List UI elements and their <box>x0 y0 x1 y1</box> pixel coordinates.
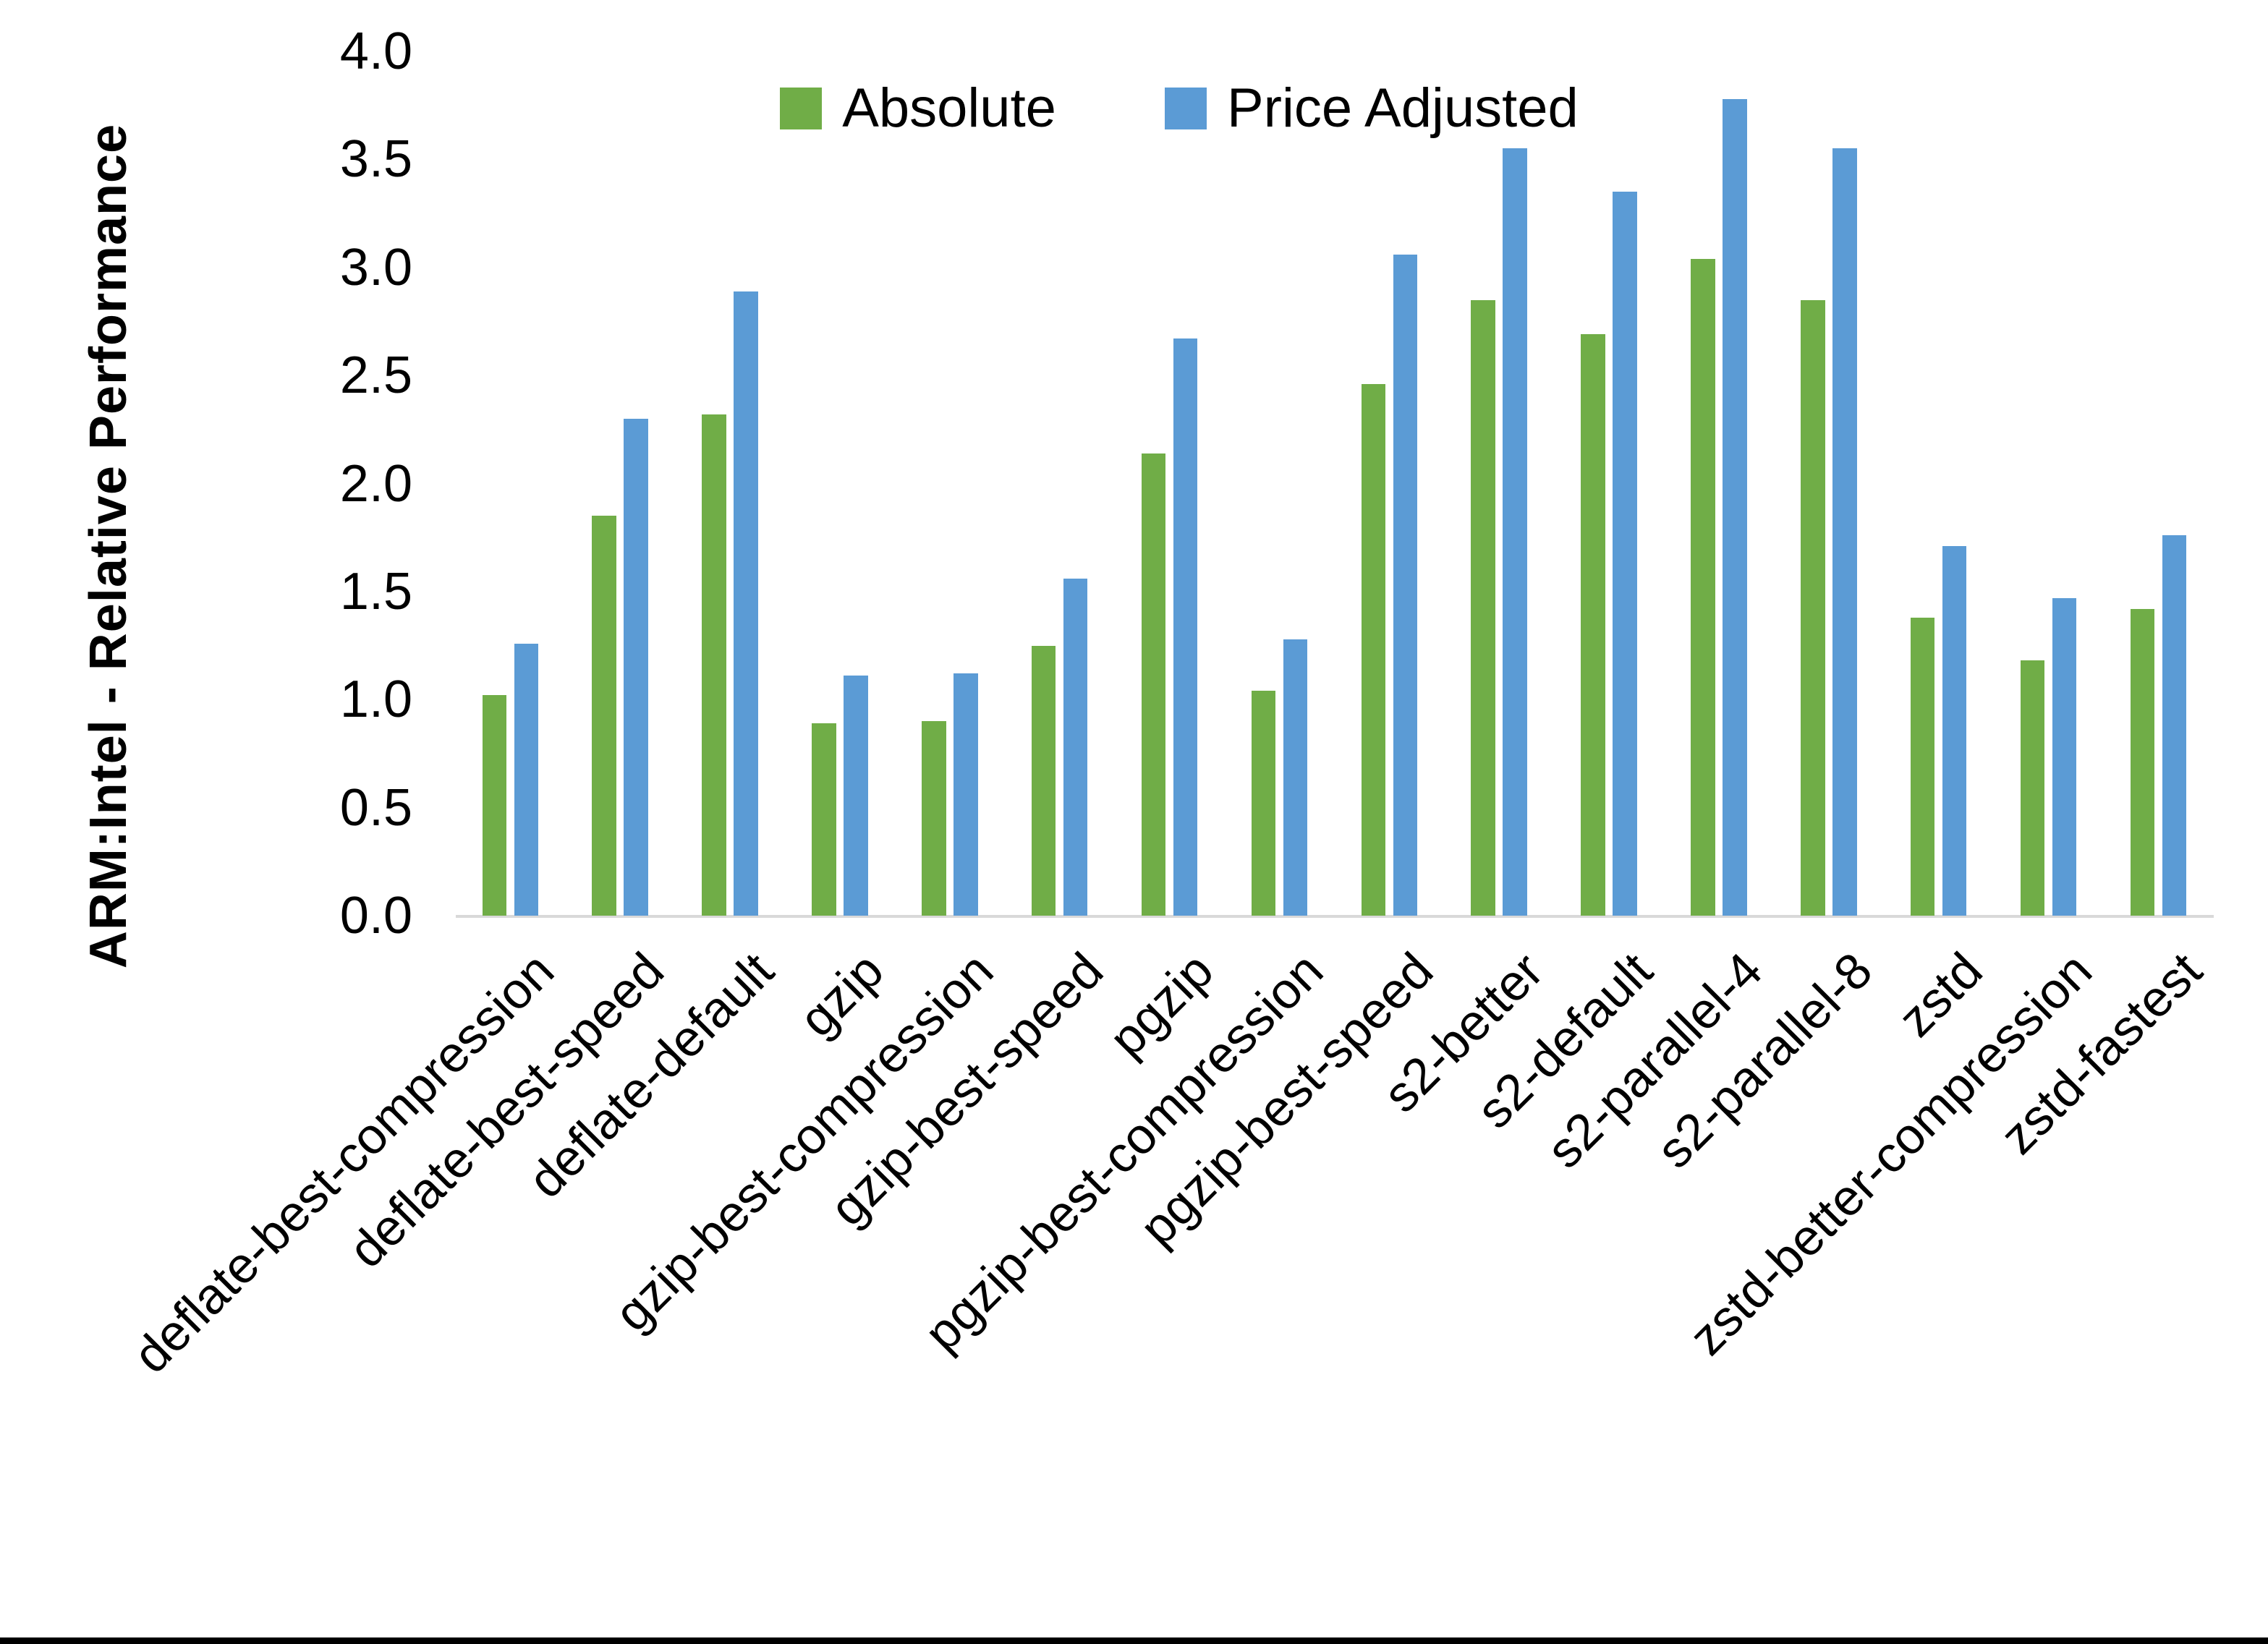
y-tick-label: 1.0 <box>339 670 412 729</box>
bar-absolute-deflate-best-compression[interactable] <box>482 695 506 916</box>
bar-absolute-s2-better[interactable] <box>1471 299 1495 916</box>
legend-label: Price Adjusted <box>1226 77 1579 139</box>
legend-label: Absolute <box>842 77 1056 139</box>
x-axis-line <box>456 915 2214 918</box>
bar-absolute-deflate-best-speed[interactable] <box>592 516 616 916</box>
bar-absolute-zstd-fastest[interactable] <box>2130 608 2155 916</box>
bar-price-adjusted-deflate-default[interactable] <box>734 291 758 916</box>
bar-absolute-zstd-better-compression[interactable] <box>2020 660 2045 916</box>
bar-absolute-s2-default[interactable] <box>1581 334 1605 916</box>
bar-absolute-pgzip-best-compression[interactable] <box>1251 691 1276 916</box>
bar-price-adjusted-pgzip[interactable] <box>1173 338 1198 916</box>
bar-price-adjusted-s2-parallel-4[interactable] <box>1723 98 1747 916</box>
bar-absolute-gzip-best-compression[interactable] <box>922 721 946 916</box>
y-tick-label: 1.5 <box>339 562 412 621</box>
bar-price-adjusted-pgzip-best-compression[interactable] <box>1283 639 1308 916</box>
y-tick-label: 2.0 <box>339 454 412 513</box>
bar-price-adjusted-s2-better[interactable] <box>1503 148 1527 916</box>
bar-absolute-gzip[interactable] <box>812 723 836 916</box>
legend-item-absolute[interactable]: Absolute <box>780 81 1056 136</box>
bar-absolute-s2-parallel-8[interactable] <box>1801 299 1825 916</box>
bar-absolute-pgzip[interactable] <box>1141 453 1166 916</box>
bar-absolute-zstd[interactable] <box>1910 617 1935 916</box>
y-tick-label: 4.0 <box>339 22 412 80</box>
bar-price-adjusted-s2-parallel-8[interactable] <box>1832 148 1857 916</box>
y-tick-label: 3.0 <box>339 238 412 297</box>
bar-price-adjusted-deflate-best-speed[interactable] <box>624 418 648 916</box>
bar-absolute-s2-parallel-4[interactable] <box>1691 258 1715 916</box>
bar-price-adjusted-pgzip-best-speed[interactable] <box>1393 254 1417 916</box>
bar-price-adjusted-deflate-best-compression[interactable] <box>514 643 538 916</box>
bar-price-adjusted-gzip-best-compression[interactable] <box>954 673 978 916</box>
y-tick-label: 3.5 <box>339 130 412 189</box>
bar-absolute-pgzip-best-speed[interactable] <box>1361 384 1385 916</box>
legend-swatch-icon <box>780 88 823 129</box>
bar-price-adjusted-zstd-better-compression[interactable] <box>2052 597 2077 916</box>
legend-item-price-adjusted[interactable]: Price Adjusted <box>1164 77 1579 139</box>
x-axis-label-deflate-best-compression: deflate-best-compression <box>122 942 565 1384</box>
bar-price-adjusted-zstd-fastest[interactable] <box>2162 535 2187 916</box>
y-tick-label: 0.0 <box>339 887 412 945</box>
bar-price-adjusted-zstd[interactable] <box>1942 546 1967 916</box>
bar-price-adjusted-s2-default[interactable] <box>1613 192 1637 916</box>
legend-swatch-icon <box>1164 88 1207 129</box>
bar-absolute-deflate-default[interactable] <box>702 414 726 916</box>
bar-price-adjusted-gzip-best-speed[interactable] <box>1063 578 1088 916</box>
bar-price-adjusted-gzip[interactable] <box>844 676 868 916</box>
y-tick-label: 2.5 <box>339 346 412 405</box>
bar-absolute-gzip-best-speed[interactable] <box>1031 645 1056 916</box>
legend: Absolute Price Adjusted <box>456 72 1903 145</box>
plot-area <box>456 51 2214 918</box>
bottom-border <box>0 1637 2268 1644</box>
y-tick-label: 0.5 <box>339 778 412 837</box>
